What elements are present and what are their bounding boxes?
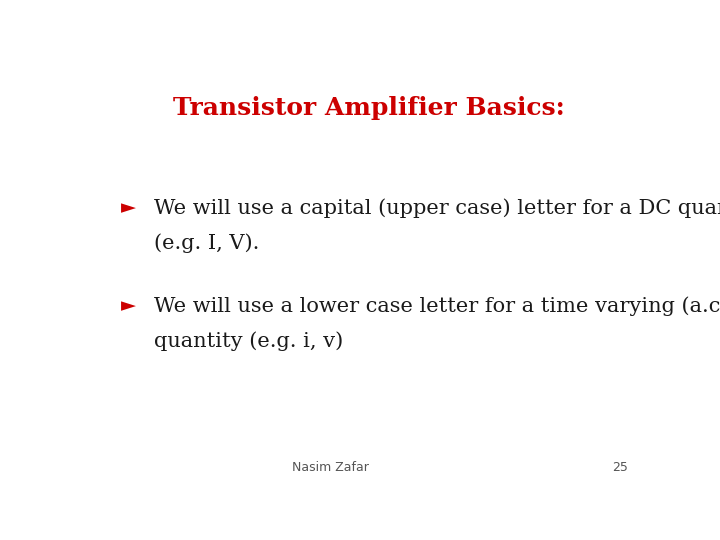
Text: We will use a lower case letter for a time varying (a.c.): We will use a lower case letter for a ti… — [154, 296, 720, 316]
Text: ►: ► — [121, 199, 135, 217]
Text: 25: 25 — [613, 461, 629, 474]
Text: We will use a capital (upper case) letter for a DC quantity: We will use a capital (upper case) lette… — [154, 198, 720, 218]
Text: Nasim Zafar: Nasim Zafar — [292, 461, 369, 474]
Text: ►: ► — [121, 297, 135, 315]
Text: (e.g. I, V).: (e.g. I, V). — [154, 234, 259, 253]
Text: quantity (e.g. i, v): quantity (e.g. i, v) — [154, 332, 343, 351]
Text: Transistor Amplifier Basics:: Transistor Amplifier Basics: — [173, 97, 565, 120]
